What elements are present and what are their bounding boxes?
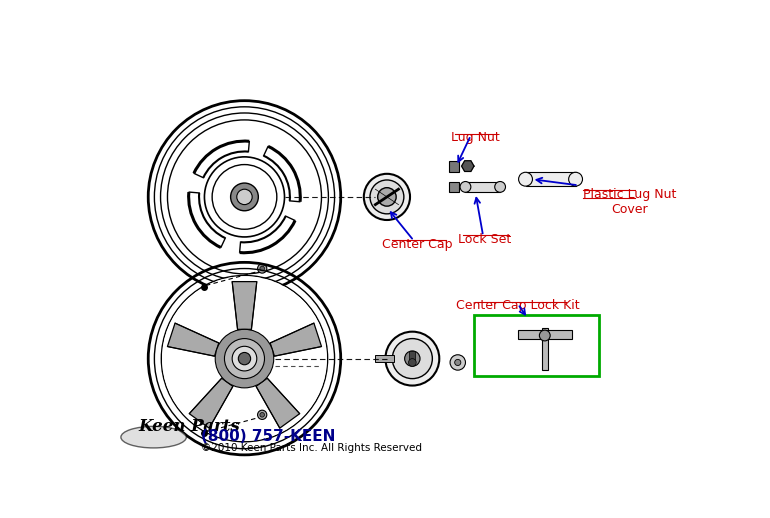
Polygon shape <box>167 323 219 356</box>
Text: Lock Set: Lock Set <box>458 233 511 246</box>
Bar <box>448 181 459 192</box>
Circle shape <box>405 351 420 366</box>
Text: ©2010 Keen Parts Inc. All Rights Reserved: ©2010 Keen Parts Inc. All Rights Reserve… <box>200 443 422 453</box>
Circle shape <box>239 352 251 365</box>
Polygon shape <box>233 282 257 329</box>
Bar <box>465 181 500 192</box>
Bar <box>376 355 394 363</box>
Circle shape <box>237 189 253 205</box>
Circle shape <box>225 339 265 379</box>
Polygon shape <box>189 378 233 428</box>
Circle shape <box>257 410 267 420</box>
Circle shape <box>257 264 267 273</box>
Circle shape <box>450 355 466 370</box>
Text: Keen Parts: Keen Parts <box>139 418 240 435</box>
Circle shape <box>231 183 259 211</box>
Circle shape <box>260 412 265 417</box>
Circle shape <box>162 276 326 441</box>
Polygon shape <box>270 323 322 356</box>
Circle shape <box>568 172 582 186</box>
Polygon shape <box>256 378 300 428</box>
Ellipse shape <box>121 426 186 448</box>
Circle shape <box>233 347 257 371</box>
Circle shape <box>393 339 433 379</box>
Circle shape <box>260 266 265 271</box>
Bar <box>448 161 459 171</box>
Bar <box>410 351 416 363</box>
Circle shape <box>216 329 274 388</box>
Bar <box>474 315 599 376</box>
Bar <box>525 172 575 186</box>
Circle shape <box>377 188 397 206</box>
Text: Center Cap: Center Cap <box>383 238 453 251</box>
Text: (800) 757-KEEN: (800) 757-KEEN <box>200 429 335 444</box>
Circle shape <box>454 359 460 366</box>
Text: Center Cap Lock Kit: Center Cap Lock Kit <box>456 299 580 312</box>
Polygon shape <box>462 161 474 171</box>
Circle shape <box>370 180 403 214</box>
Circle shape <box>386 332 439 385</box>
Circle shape <box>494 181 505 192</box>
Bar <box>518 330 571 339</box>
Bar <box>541 328 547 370</box>
Circle shape <box>408 358 417 366</box>
Circle shape <box>539 330 550 341</box>
Text: Plastic Lug Nut
Cover: Plastic Lug Nut Cover <box>584 188 677 215</box>
Circle shape <box>363 174 410 220</box>
Circle shape <box>460 181 471 192</box>
Circle shape <box>519 172 532 186</box>
Text: Lug Nut: Lug Nut <box>451 132 500 145</box>
